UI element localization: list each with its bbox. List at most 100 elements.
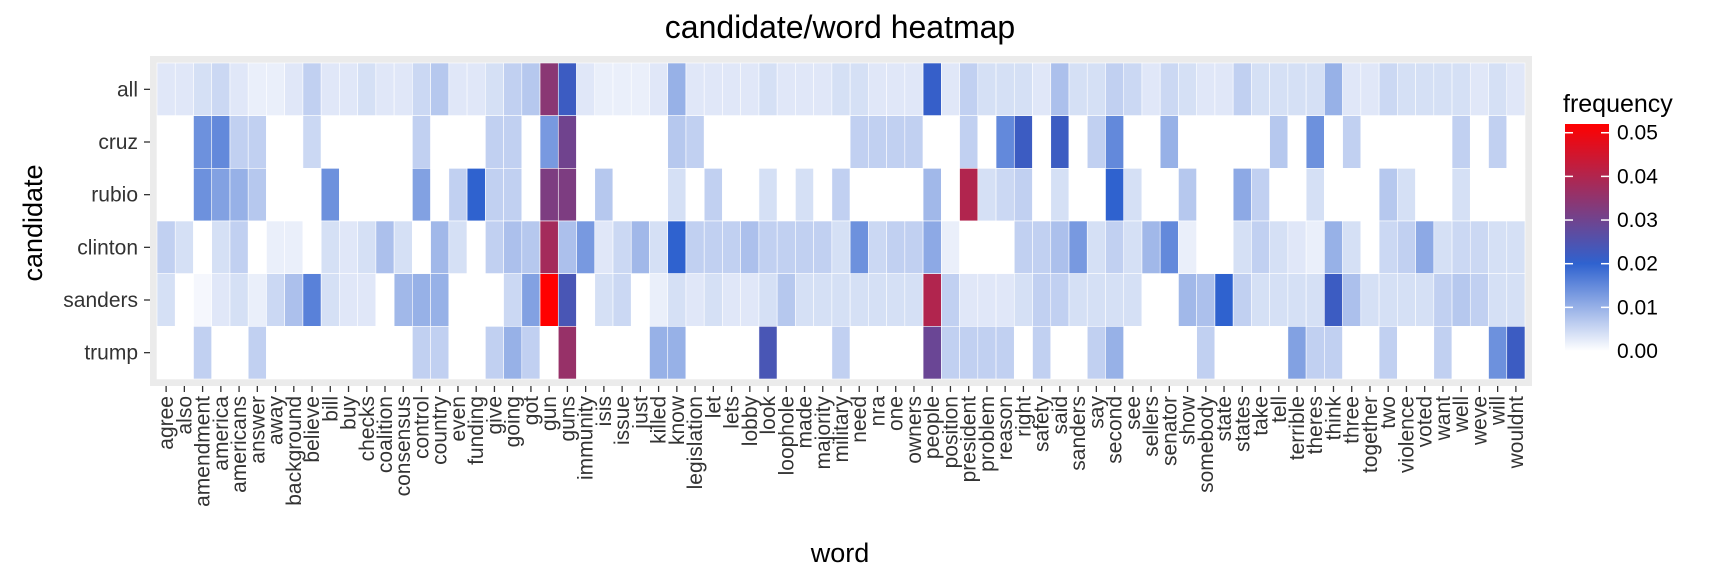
heatmap-cell-clinton-immunity [576,220,596,274]
heatmap-cell-sanders-somebody [1196,273,1216,327]
heatmap-cell-trump-funding [466,326,486,380]
heatmap-cell-clinton-got [521,220,541,274]
x-tick-label-sellers: sellers [1140,396,1163,457]
heatmap-cell-clinton-believe [302,220,322,274]
heatmap-cell-trump-control [412,326,431,380]
heatmap-cell-sanders-going [503,273,523,327]
heatmap-cell-all-safety [1032,62,1052,116]
heatmap-cell-trump-got [521,326,541,380]
heatmap-cell-cruz-voted [1415,115,1435,169]
heatmap-cell-sanders-wouldnt [1506,273,1526,327]
heatmap-cell-clinton-gun [539,220,559,274]
heatmap-cell-all-checks [357,62,377,116]
heatmap-cell-clinton-voted [1415,220,1435,274]
heatmap-cell-clinton-said [1050,220,1070,274]
heatmap-cell-sanders-away [266,273,285,327]
x-tick-label-three: three [1341,396,1364,444]
x-tick-label-gun: gun [538,396,561,431]
heatmap-cell-sanders-problem [977,273,997,327]
heatmap-cell-trump-voted [1415,326,1435,380]
heatmap-cell-sanders-together [1360,273,1380,327]
heatmap-cell-sanders-country [430,273,450,327]
heatmap-cell-clinton-well [1451,220,1471,274]
heatmap-cell-cruz-believe [302,115,322,169]
heatmap-cell-rubio-safety [1032,168,1052,222]
heatmap-cell-clinton-isis [594,220,614,274]
x-tick-label-coalition: coalition [374,396,397,473]
heatmap-cell-sanders-also [174,273,194,327]
heatmap-cell-cruz-just [630,115,650,169]
heatmap-cell-trump-coalition [375,326,395,380]
heatmap-cell-all-think [1324,62,1343,116]
heatmap-cell-cruz-two [1378,115,1398,169]
heatmap-cell-clinton-background [284,220,304,274]
heatmap-cell-clinton-let [703,220,723,274]
heatmap-cell-cruz-sanders [1068,115,1088,169]
heatmap-cell-trump-checks [357,326,377,380]
heatmap-cell-cruz-people [922,115,942,169]
x-tick-label-say: say [1085,396,1108,429]
heatmap-cell-cruz-lobby [740,115,760,169]
heatmap-cell-sanders-gun [539,273,559,327]
heatmap-cell-rubio-checks [357,168,377,222]
heatmap-cell-clinton-president [959,220,979,274]
heatmap-cell-sanders-president [959,273,979,327]
heatmap-cell-rubio-think [1324,168,1343,222]
x-tick-label-control: control [410,396,433,459]
heatmap-cell-clinton-look [758,220,778,274]
x-tick-label-funding: funding [465,396,488,465]
heatmap-cell-trump-need [849,326,869,380]
heatmap-cell-sanders-two [1378,273,1398,327]
heatmap-cell-all-need [849,62,869,116]
heatmap-cell-sanders-think [1324,273,1343,327]
heatmap-cell-clinton-military [831,220,851,274]
heatmap-cell-sanders-will [1488,273,1508,327]
heatmap-cell-all-background [284,62,304,116]
heatmap-cell-all-two [1378,62,1398,116]
heatmap-cell-all-one [886,62,906,116]
heatmap-cell-clinton-tell [1269,220,1289,274]
x-tick-label-sanders: sanders [1067,396,1090,471]
heatmap-cell-sanders-position [941,273,960,327]
heatmap-cell-sanders-immunity [576,273,596,327]
y-tick-label-cruz: cruz [98,131,138,154]
heatmap-cell-all-said [1050,62,1070,116]
heatmap-cell-rubio-tell [1269,168,1289,222]
heatmap-cell-clinton-consensus [393,220,413,274]
heatmap-cell-cruz-isis [594,115,614,169]
heatmap-cell-rubio-say [1086,168,1106,222]
heatmap-cell-sanders-amendment [193,273,213,327]
heatmap-cell-clinton-amendment [193,220,213,274]
legend-tick-label: 0.05 [1617,122,1658,145]
heatmap-cell-sanders-take [1251,273,1270,327]
x-tick-label-also: also [173,396,196,435]
heatmap-cell-sanders-lobby [740,273,760,327]
heatmap-cell-all-senator [1159,62,1179,116]
heatmap-cell-cruz-somebody [1196,115,1216,169]
heatmap-cell-all-bill [320,62,340,116]
heatmap-cell-trump-made [795,326,814,380]
heatmap-cell-all-will [1488,62,1508,116]
x-tick-label-immunity: immunity [575,396,598,481]
heatmap-cell-all-together [1360,62,1380,116]
heatmap-cell-rubio-gun [539,168,559,222]
heatmap-cell-sanders-second [1105,273,1125,327]
heatmap-cell-trump-theres [1305,326,1325,380]
heatmap-cell-trump-reason [995,326,1015,380]
x-tick-label-president: president [958,396,981,483]
y-tick-label-rubio: rubio [91,184,138,207]
heatmap-cell-rubio-problem [977,168,997,222]
heatmap-cell-clinton-terrible [1287,220,1307,274]
heatmap-cell-clinton-reason [995,220,1015,274]
heatmap-cell-clinton-weve [1469,220,1489,274]
heatmap-cell-all-buy [339,62,358,116]
legend-tick-label: 0.03 [1617,209,1658,232]
x-tick-label-people: people [921,396,944,459]
heatmap-cell-cruz-take [1251,115,1270,169]
heatmap-cell-clinton-right [1013,220,1033,274]
heatmap-cell-cruz-states [1232,115,1252,169]
heatmap-cell-sanders-weve [1469,273,1489,327]
heatmap-cell-trump-want [1433,326,1453,380]
heatmap-cell-cruz-also [174,115,194,169]
heatmap-cell-rubio-country [430,168,450,222]
